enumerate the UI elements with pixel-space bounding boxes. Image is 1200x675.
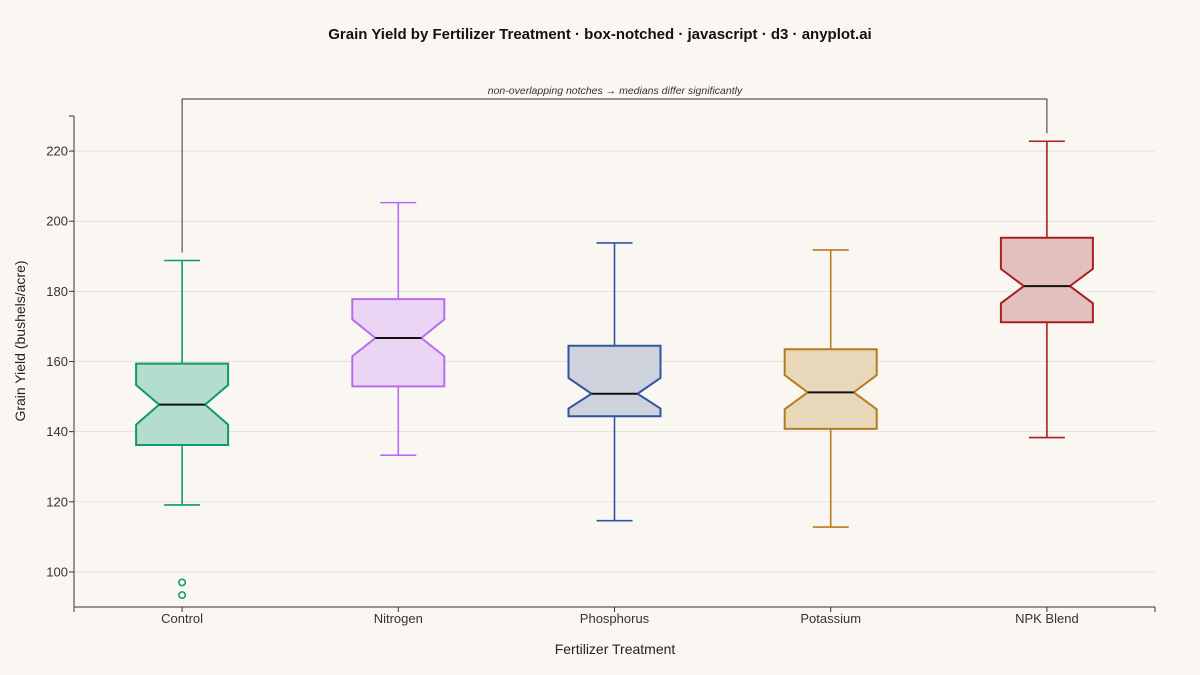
- chart-title: Grain Yield by Fertilizer Treatment · bo…: [328, 26, 871, 43]
- x-tick-label-npk-blend: NPK Blend: [1015, 611, 1079, 626]
- x-tick-labels: Control Nitrogen Phosphorus Potassium NPK Bl…: [161, 607, 1079, 626]
- x-tick-label-nitrogen: Nitrogen: [374, 611, 423, 626]
- y-axis-label: Grain Yield (bushels/acre): [12, 260, 28, 421]
- bracket-line: [181, 98, 1048, 253]
- box-npk-blend: [999, 140, 1094, 439]
- y-tick-labels: 100 120 140 160 180 200 220: [46, 144, 74, 579]
- outlier-control-0: [178, 578, 187, 587]
- y-tick-label-120: 120: [46, 494, 68, 509]
- notched-box-nitrogen: [351, 298, 446, 388]
- x-axis-label: Fertilizer Treatment: [555, 641, 676, 657]
- x-tick-label-control: Control: [161, 611, 203, 626]
- boxes: [135, 140, 1094, 600]
- y-tick-label-180: 180: [46, 284, 68, 299]
- box-phosphorus: [567, 242, 662, 522]
- y-tick-label-220: 220: [46, 144, 68, 159]
- x-tick-label-phosphorus: Phosphorus: [580, 611, 650, 626]
- y-tick-label-200: 200: [46, 214, 68, 229]
- outlier-control-1: [178, 591, 187, 600]
- notched-box-npk-blend: [999, 236, 1094, 324]
- y-tick-label-160: 160: [46, 354, 68, 369]
- significance-bracket: [181, 98, 1048, 253]
- notched-box-phosphorus: [567, 344, 662, 418]
- box-control: [135, 259, 230, 600]
- y-tick-label-140: 140: [46, 424, 68, 439]
- notched-box-potassium: [783, 348, 878, 430]
- y-tick-label-100: 100: [46, 564, 68, 579]
- box-nitrogen: [351, 201, 446, 456]
- box-potassium: [783, 249, 878, 528]
- x-tick-label-potassium: Potassium: [800, 611, 861, 626]
- significance-annotation: non-overlapping notches → medians differ…: [488, 85, 743, 97]
